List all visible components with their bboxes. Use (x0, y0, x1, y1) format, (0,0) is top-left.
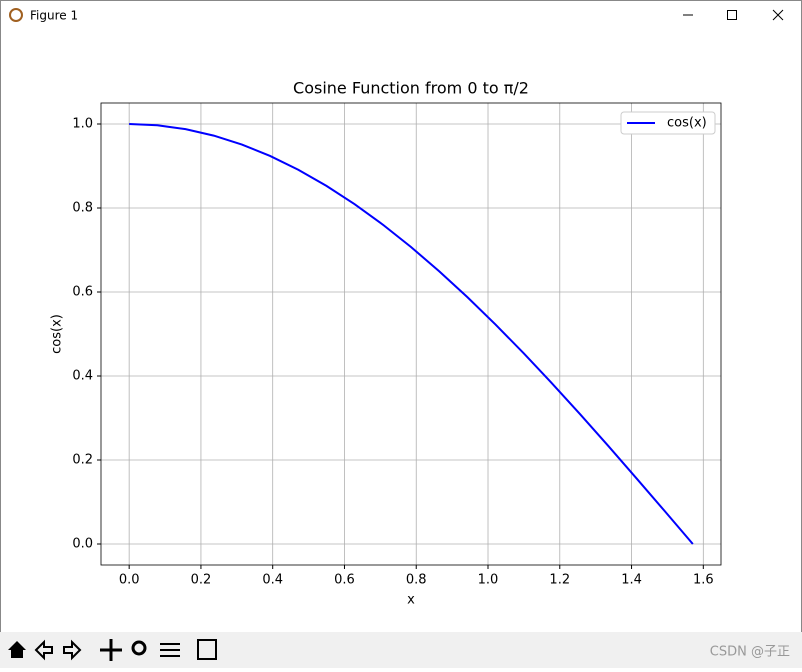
forward-button[interactable] (63, 639, 82, 661)
y-tick-label: 0.2 (72, 453, 93, 468)
x-axis-label: x (407, 593, 415, 608)
save-button[interactable] (197, 639, 217, 660)
data-line (129, 123, 694, 545)
zoom-button[interactable] (131, 640, 147, 656)
y-tick-label: 0.0 (72, 537, 93, 552)
maximize-button[interactable] (727, 10, 737, 20)
y-tick-label: 0.8 (72, 201, 93, 216)
chart-title: Cosine Function from 0 to π/2 (293, 79, 529, 98)
x-tick-label: 1.4 (621, 573, 642, 588)
y-axis-label: cos(x) (50, 314, 65, 354)
home-button[interactable] (8, 641, 26, 658)
back-button[interactable] (34, 639, 53, 661)
x-tick-label: 0.8 (406, 573, 427, 588)
x-tick-label: 0.6 (334, 573, 355, 588)
y-tick-label: 1.0 (72, 117, 93, 132)
plot: Cosine Function from 0 to π/2 x cos(x) 0.0 0… (50, 79, 722, 608)
x-tick-label: 1.2 (549, 573, 570, 588)
x-tick-label: 0.4 (262, 573, 283, 588)
legend-box (620, 111, 716, 135)
x-tick-label: 0.2 (191, 573, 212, 588)
close-button[interactable] (772, 9, 784, 21)
legend-label: cos(x) (667, 116, 707, 131)
watermark: CSDN @子正 (710, 645, 790, 660)
configure-button[interactable] (160, 643, 180, 657)
window-title: Figure 1 (30, 9, 78, 23)
toolbar-icons (8, 639, 217, 661)
y-tick-label: 0.4 (72, 369, 93, 384)
x-tick-label: 1.0 (478, 573, 499, 588)
x-tick-label: 0.0 (119, 573, 140, 588)
app-icon (9, 8, 23, 22)
pan-button[interactable] (100, 639, 122, 661)
x-tick-label: 1.6 (693, 573, 714, 588)
axes-frame (100, 102, 722, 566)
y-tick-label: 0.6 (72, 285, 93, 300)
